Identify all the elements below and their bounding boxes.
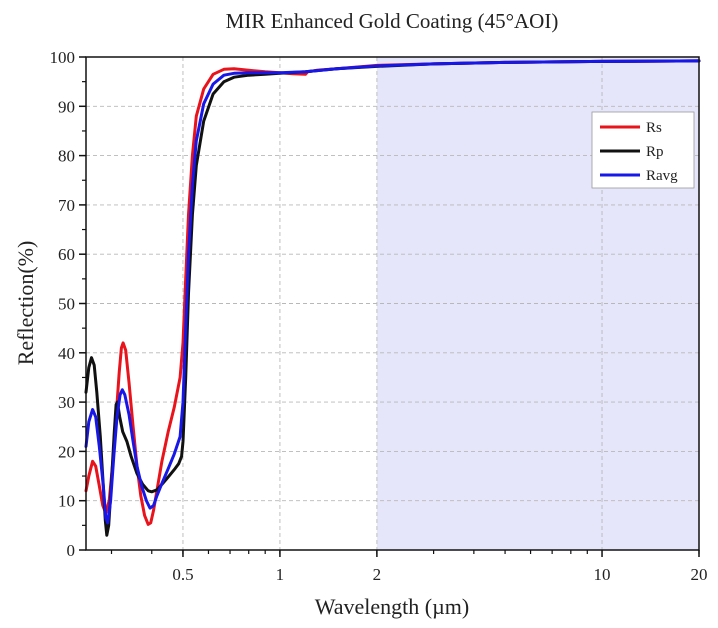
y-tick-label: 70 [58, 196, 75, 215]
x-tick-label: 10 [594, 565, 611, 584]
grid-layer [86, 57, 699, 550]
y-tick-label: 80 [58, 147, 75, 166]
y-tick-label: 60 [58, 245, 75, 264]
y-tick-label: 50 [58, 295, 75, 314]
legend-label-rs: Rs [646, 120, 662, 136]
x-tick-label: 20 [691, 565, 708, 584]
x-tick-label: 1 [276, 565, 285, 584]
series-layer [84, 59, 701, 537]
x-axis-title: Wavelength (µm) [315, 594, 469, 619]
legend-label-ravg: Ravg [646, 168, 678, 184]
y-tick-label: 30 [58, 393, 75, 412]
y-tick-label: 10 [58, 492, 75, 511]
legend: Rs Rp Ravg [591, 111, 695, 189]
y-tick-label: 100 [50, 48, 76, 67]
y-tick-label: 90 [58, 97, 75, 116]
tick-label-layer: 0 10 20 30 40 50 60 70 80 90 100 0.5 1 2 10 20 [50, 48, 708, 584]
y-tick-label: 40 [58, 344, 75, 363]
x-tick-label: 0.5 [172, 565, 193, 584]
y-tick-label: 20 [58, 442, 75, 461]
chart-title: MIR Enhanced Gold Coating (45°AOI) [226, 9, 559, 33]
legend-label-rp: Rp [646, 144, 664, 160]
tick-layer [79, 56, 700, 557]
series-line-ravg [84, 59, 701, 525]
x-tick-label: 2 [373, 565, 382, 584]
y-axis-title: Reflection(%) [13, 241, 38, 366]
y-tick-label: 0 [67, 541, 76, 560]
